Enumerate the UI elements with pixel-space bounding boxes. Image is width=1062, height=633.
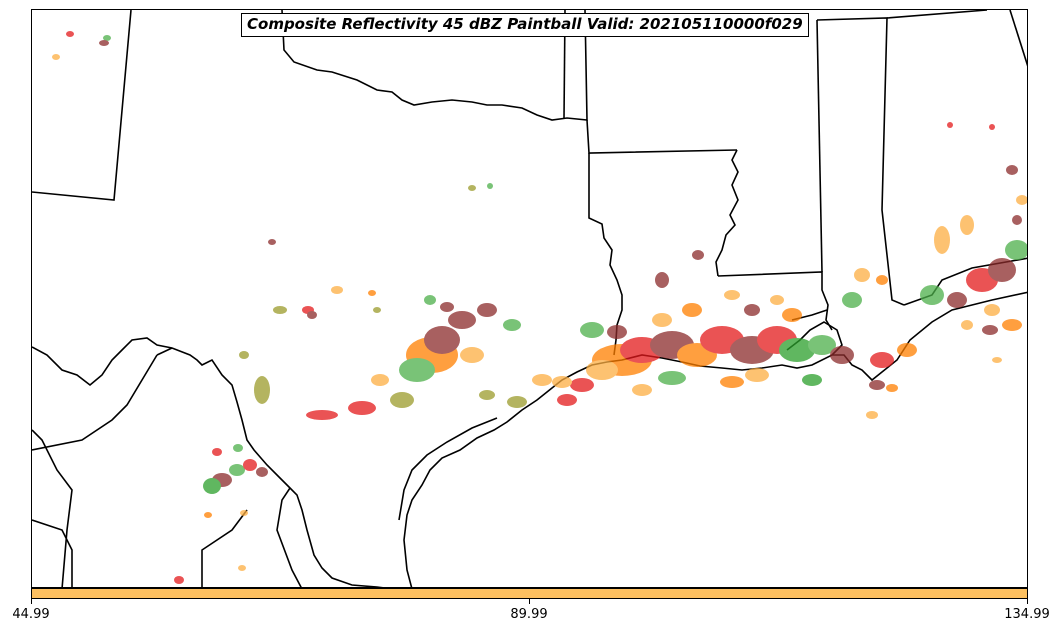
map-panel: [31, 9, 1028, 588]
colorbar-label-max: 134.99: [1004, 607, 1050, 622]
colorbar-tick-left: [31, 599, 32, 604]
colorbar-label-mid: 89.99: [510, 607, 548, 622]
colorbar-label-min: 44.99: [12, 607, 50, 622]
map-title: Composite Reflectivity 45 dBZ Paintball …: [241, 13, 809, 37]
paintball-cells: [52, 31, 1027, 584]
colorbar: [31, 588, 1028, 599]
colorbar-tick-right: [1027, 599, 1028, 604]
colorbar-tick-middle: [529, 599, 530, 604]
state-borders: [32, 10, 1027, 587]
map-canvas: [32, 10, 1027, 587]
